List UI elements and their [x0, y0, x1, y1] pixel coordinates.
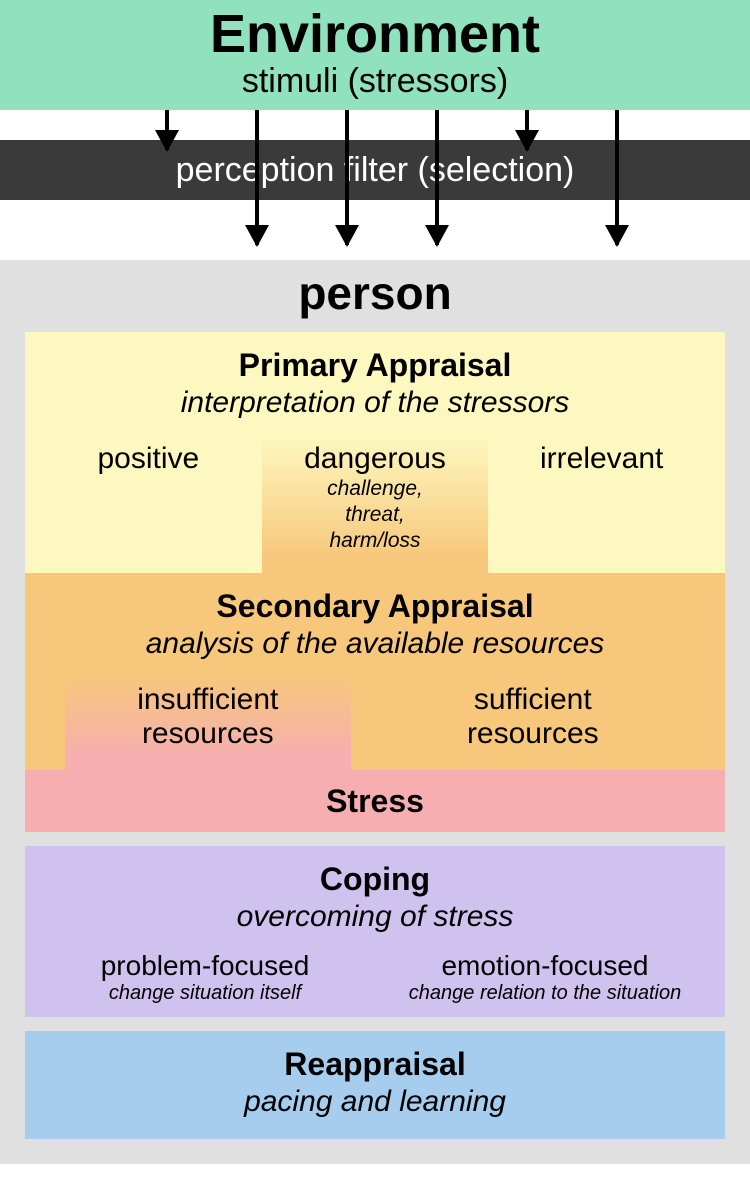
coping-block: Coping overcoming of stress problem-focu…	[25, 846, 725, 1017]
secondary-subtitle: analysis of the available resources	[35, 625, 715, 663]
coping-title: Coping	[35, 860, 715, 898]
option-sufficient: sufficientresources	[351, 675, 715, 770]
environment-subtitle: stimuli (stressors)	[0, 63, 750, 100]
coping-subtitle: overcoming of stress	[35, 898, 715, 936]
down-arrow-icon	[525, 110, 529, 150]
problem-detail: change situation itself	[35, 982, 375, 1005]
reappraisal-subtitle: pacing and learning	[25, 1083, 725, 1121]
option-insufficient: insufficientresources	[65, 675, 351, 770]
environment-title: Environment	[0, 6, 750, 63]
option-positive: positive	[35, 436, 262, 494]
stress-appraisal-diagram: Environment stimuli (stressors) percepti…	[0, 0, 750, 1164]
reappraisal-block: Reappraisal pacing and learning	[25, 1031, 725, 1139]
option-irrelevant: irrelevant	[488, 436, 715, 494]
coping-options-row: problem-focused change situation itself …	[35, 950, 715, 1005]
primary-title: Primary Appraisal	[35, 346, 715, 384]
down-arrow-icon	[435, 110, 439, 245]
reappraisal-title: Reappraisal	[25, 1045, 725, 1083]
option-problem-focused: problem-focused change situation itself	[35, 950, 375, 1005]
person-area: person Primary Appraisal interpretation …	[0, 260, 750, 1164]
option-dangerous-detail: challenge,threat,harm/loss	[266, 476, 485, 555]
person-title: person	[25, 260, 725, 332]
down-arrow-icon	[345, 110, 349, 245]
down-arrow-icon	[615, 110, 619, 245]
perception-filter-bar: perception filter (selection)	[0, 140, 750, 200]
primary-appraisal-block: Primary Appraisal interpretation of the …	[25, 332, 725, 573]
option-emotion-focused: emotion-focused change relation to the s…	[375, 950, 715, 1005]
primary-options-row: positive dangerous challenge,threat,harm…	[35, 436, 715, 573]
option-dangerous: dangerous challenge,threat,harm/loss	[262, 436, 489, 573]
secondary-title: Secondary Appraisal	[35, 587, 715, 625]
stress-block: Stress	[25, 770, 725, 832]
emotion-label: emotion-focused	[375, 950, 715, 982]
down-arrow-icon	[255, 110, 259, 245]
down-arrow-icon	[165, 110, 169, 150]
arrows-band: perception filter (selection)	[0, 110, 750, 260]
option-dangerous-label: dangerous	[266, 442, 485, 476]
problem-label: problem-focused	[35, 950, 375, 982]
secondary-appraisal-block: Secondary Appraisal analysis of the avai…	[25, 573, 725, 770]
stress-title: Stress	[25, 782, 725, 820]
environment-block: Environment stimuli (stressors)	[0, 0, 750, 110]
primary-subtitle: interpretation of the stressors	[35, 384, 715, 422]
filter-label: perception filter (selection)	[176, 151, 575, 190]
emotion-detail: change relation to the situation	[375, 982, 715, 1005]
secondary-options-row: insufficientresources sufficientresource…	[35, 675, 715, 770]
